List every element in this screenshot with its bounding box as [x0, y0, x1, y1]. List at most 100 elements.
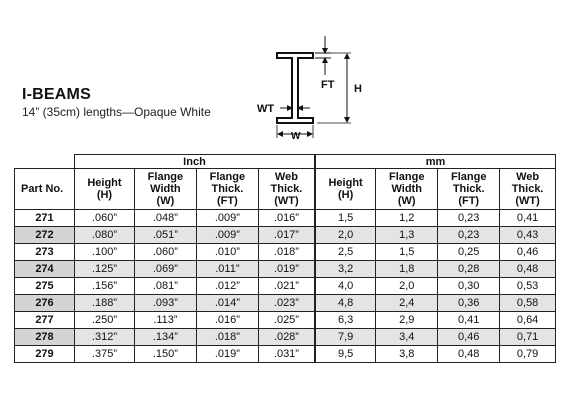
table-cell: .010”: [195, 243, 259, 261]
table-cell: .048”: [133, 209, 197, 227]
column-header-line: Flange: [209, 171, 246, 183]
i-beam-cross-section-icon: FT H WT W: [257, 36, 362, 142]
table-cell: 0,23: [437, 226, 501, 244]
table-cell: .019”: [257, 260, 316, 278]
table-cell: .188”: [74, 294, 135, 312]
table-cell: 0,41: [499, 209, 556, 227]
table-cell: .017”: [257, 226, 316, 244]
table-cell: 6,3: [313, 311, 377, 329]
table-cell: .081”: [133, 277, 197, 295]
table-cell: 2,0: [375, 277, 439, 295]
table-cell: .011”: [195, 260, 259, 278]
part-number-cell: 272: [14, 226, 75, 244]
column-header: Height (H): [74, 168, 135, 210]
table-cell: 0,46: [437, 328, 501, 346]
column-header-line: Width: [391, 183, 422, 195]
table-row: 275.156” .081” .012” .021” 4,0 2,0 0,30 0,53: [14, 277, 556, 295]
table-cell: .019”: [195, 345, 259, 363]
table-cell: 0,64: [499, 311, 556, 329]
table-cell: .100”: [74, 243, 135, 261]
i-beam-spec-table: Inch mm Part No. Height (H) Flange Width (W)…: [14, 154, 556, 363]
table-corner: [14, 154, 75, 169]
label-wt: WT: [257, 103, 274, 115]
column-header-line: Height: [87, 177, 122, 189]
table-cell: .080”: [74, 226, 135, 244]
group-header-inch: Inch: [73, 154, 316, 169]
table-cell: 0,53: [499, 277, 556, 295]
table-cell: 3,4: [375, 328, 439, 346]
column-header-line: Thick.: [211, 183, 244, 195]
column-header-line: Thick.: [511, 183, 544, 195]
column-header-line: (W): [397, 195, 416, 207]
column-header-line: Height: [328, 177, 363, 189]
table-cell: 0,79: [499, 345, 556, 363]
table-cell: .051”: [133, 226, 197, 244]
table-cell: .031”: [257, 345, 316, 363]
table-cell: .028”: [257, 328, 316, 346]
table-row: 276.188” .093” .014” .023” 4,8 2,4 0,36 0,58: [14, 294, 556, 312]
column-header: Flange Thick. (FT): [195, 168, 259, 210]
table-row: 273.100” .060” .010” .018” 2,5 1,5 0,25 0,46: [14, 243, 556, 261]
column-header-line: (FT): [458, 195, 480, 207]
part-number-cell: 275: [14, 277, 75, 295]
column-header-line: (WT): [515, 195, 540, 207]
table-cell: 1,5: [375, 243, 439, 261]
group-header-mm: mm: [313, 154, 556, 169]
table-cell: 0,41: [437, 311, 501, 329]
column-header-line: (FT): [217, 195, 238, 207]
column-header-line: Thick.: [270, 183, 303, 195]
table-cell: 1,3: [375, 226, 439, 244]
table-cell: 7,9: [313, 328, 377, 346]
page-subtitle: 14” (35cm) lengths—Opaque White: [22, 105, 211, 119]
table-cell: 3,2: [313, 260, 377, 278]
table-cell: 2,0: [313, 226, 377, 244]
table-cell: 0,58: [499, 294, 556, 312]
table-row: 272.080” .051” .009” .017” 2,0 1,3 0,23 0,43: [14, 226, 556, 244]
table-row: 274.125” .069” .011” .019” 3,2 1,8 0,28 0,48: [14, 260, 556, 278]
table-cell: .023”: [257, 294, 316, 312]
table-cell: .012”: [195, 277, 259, 295]
table-cell: 0,43: [499, 226, 556, 244]
table-cell: 0,71: [499, 328, 556, 346]
column-header-line: Flange: [389, 171, 425, 183]
table-cell: .016”: [257, 209, 316, 227]
part-number-cell: 278: [14, 328, 75, 346]
table-cell: .125”: [74, 260, 135, 278]
table-cell: .018”: [257, 243, 316, 261]
table-cell: .093”: [133, 294, 197, 312]
table-cell: 0,48: [499, 260, 556, 278]
column-header: Web Thick. (WT): [257, 168, 316, 210]
table-row: 271.060” .048” .009” .016” 1,5 1,2 0,23 0,41: [14, 209, 556, 227]
part-number-cell: 279: [14, 345, 75, 363]
column-header: Height (H): [313, 168, 377, 210]
column-header-line: (W): [156, 195, 175, 207]
table-cell: 2,5: [313, 243, 377, 261]
table-cell: .014”: [195, 294, 259, 312]
table-cell: .250”: [74, 311, 135, 329]
table-cell: 2,4: [375, 294, 439, 312]
table-cell: .060”: [133, 243, 197, 261]
column-header: Flange Width (W): [133, 168, 197, 210]
table-cell: 0,46: [499, 243, 556, 261]
table-row: 279.375” .150” .019” .031” 9,5 3,8 0,48 0,79: [14, 345, 556, 363]
table-cell: .069”: [133, 260, 197, 278]
column-header-line: Thick.: [452, 183, 485, 195]
table-cell: 1,2: [375, 209, 439, 227]
table-cell: 4,8: [313, 294, 377, 312]
part-number-cell: 271: [14, 209, 75, 227]
table-cell: .134”: [133, 328, 197, 346]
column-header-line: (WT): [274, 195, 299, 207]
column-header-line: Flange: [147, 171, 184, 183]
table-cell: .375”: [74, 345, 135, 363]
table-cell: .009”: [195, 226, 259, 244]
table-cell: 0,23: [437, 209, 501, 227]
table-cell: .025”: [257, 311, 316, 329]
column-header-line: Flange: [450, 171, 487, 183]
table-cell: .150”: [133, 345, 197, 363]
column-header-line: (H): [96, 189, 113, 201]
part-number-cell: 277: [14, 311, 75, 329]
table-cell: 1,8: [375, 260, 439, 278]
column-header-line: Web: [516, 171, 540, 183]
page-title: I-BEAMS: [22, 86, 91, 103]
column-header: Flange Thick. (FT): [437, 168, 501, 210]
